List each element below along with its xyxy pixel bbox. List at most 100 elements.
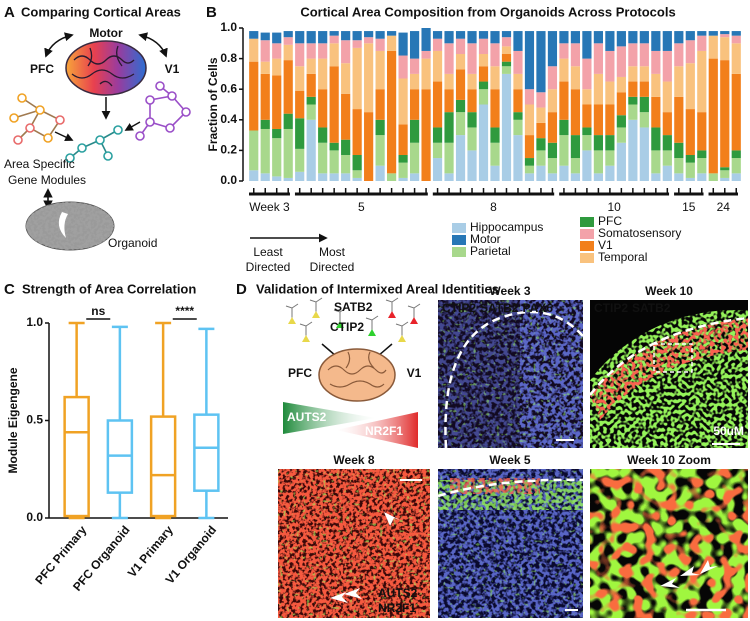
bar-segment [501, 66, 512, 74]
neuron [368, 329, 376, 336]
network-node [9, 113, 19, 123]
bar-segment [559, 81, 569, 120]
box [63, 395, 90, 518]
bar-segment [329, 35, 339, 44]
bar-segment [467, 31, 477, 44]
y-tick-label: 0.6 [220, 81, 237, 95]
bar-segment [697, 112, 707, 151]
network-node [95, 135, 105, 145]
bar-segment [387, 50, 397, 174]
bar-segment [352, 31, 362, 41]
bar-segment [432, 158, 443, 181]
bar-segment [455, 112, 466, 136]
arrow [44, 32, 74, 58]
y-axis-label: Module Eigengene [6, 367, 20, 473]
bar-segment [375, 38, 385, 51]
bar-segment [651, 50, 661, 74]
bar-segment [570, 31, 581, 44]
bar-segment [662, 50, 672, 82]
bar-segment [478, 104, 489, 181]
significance-label: ns [91, 304, 105, 318]
bar-segment [628, 96, 638, 105]
organoid-lumen [58, 212, 68, 238]
bar-segment [605, 31, 615, 51]
bar-segment [295, 118, 305, 149]
module-label: Area Specific [4, 157, 75, 171]
bar-segment [593, 150, 603, 174]
bar-segment [501, 54, 512, 62]
bar-segment [260, 173, 270, 181]
network-node [155, 81, 165, 91]
bar-segment [318, 173, 328, 181]
bar-segment [628, 104, 638, 120]
bar-segment [455, 38, 466, 55]
image-title: Week 5 [489, 453, 530, 467]
panel-title: Comparing Cortical Areas [21, 4, 181, 19]
y-tick-label: 0.2 [220, 143, 237, 157]
bar-segment [720, 34, 730, 38]
bar-segment [559, 31, 569, 44]
bar-segment [501, 61, 512, 67]
bar-segment [501, 46, 512, 55]
y-tick-label: 0.5 [26, 413, 43, 427]
dendrites [285, 297, 421, 336]
bar-segment [697, 35, 707, 51]
direction-label: Directed [246, 260, 291, 274]
micrograph-stain [590, 469, 748, 618]
bar-segment [306, 31, 316, 44]
bar-segment [662, 81, 672, 113]
bar-segment [628, 119, 638, 181]
bar-segment [720, 167, 730, 171]
bar-segment [306, 104, 316, 120]
bar-segment [329, 173, 339, 181]
bar-segment [662, 31, 672, 51]
network-edge [139, 85, 188, 137]
bar-segment [398, 78, 408, 125]
bar-segment [674, 96, 684, 143]
bar-segment [674, 173, 684, 181]
bar-segment [444, 43, 454, 74]
bar-segment [283, 31, 293, 38]
bar-segment [490, 165, 500, 181]
bar-segment [547, 89, 558, 113]
bar-segment [651, 96, 661, 128]
bar-segment [605, 165, 615, 181]
bar-segment [249, 170, 259, 181]
bar-segment [524, 173, 535, 181]
bar-segment [674, 158, 684, 174]
bar-segment [467, 43, 477, 74]
bar-segment [685, 154, 695, 163]
bar-segment [697, 150, 707, 159]
network-node [65, 153, 75, 163]
bar-segment [364, 43, 374, 113]
bar-segment [731, 43, 741, 74]
bar-segment [295, 90, 305, 119]
network-node [17, 93, 27, 103]
bar-segment [260, 61, 270, 74]
legend-swatch [580, 253, 594, 263]
bar-segment [674, 31, 684, 44]
bar-segment [260, 73, 270, 120]
bar-segment [685, 63, 695, 110]
organoid-label: Organoid [108, 236, 157, 250]
bar-segment [731, 31, 741, 36]
bar-segment [341, 173, 351, 181]
stain-label: SATB2 [480, 301, 519, 315]
bar-segment [283, 128, 293, 178]
legend-label: Motor [470, 232, 501, 246]
bar-segment [398, 154, 408, 163]
bar-segment [409, 31, 420, 59]
scale-label: 50uM [713, 424, 744, 438]
bar-segment [616, 142, 626, 181]
network-node [145, 117, 155, 127]
panel-label: B [206, 4, 217, 21]
legend-label: Parietal [470, 244, 511, 258]
bar-segment [536, 122, 546, 139]
direction-label: Directed [310, 260, 355, 274]
bar-segment [605, 81, 615, 105]
bar-segment [387, 173, 397, 181]
outline [437, 478, 584, 498]
box [149, 415, 177, 518]
bar-segment [593, 31, 603, 44]
bar-segment [685, 162, 695, 178]
